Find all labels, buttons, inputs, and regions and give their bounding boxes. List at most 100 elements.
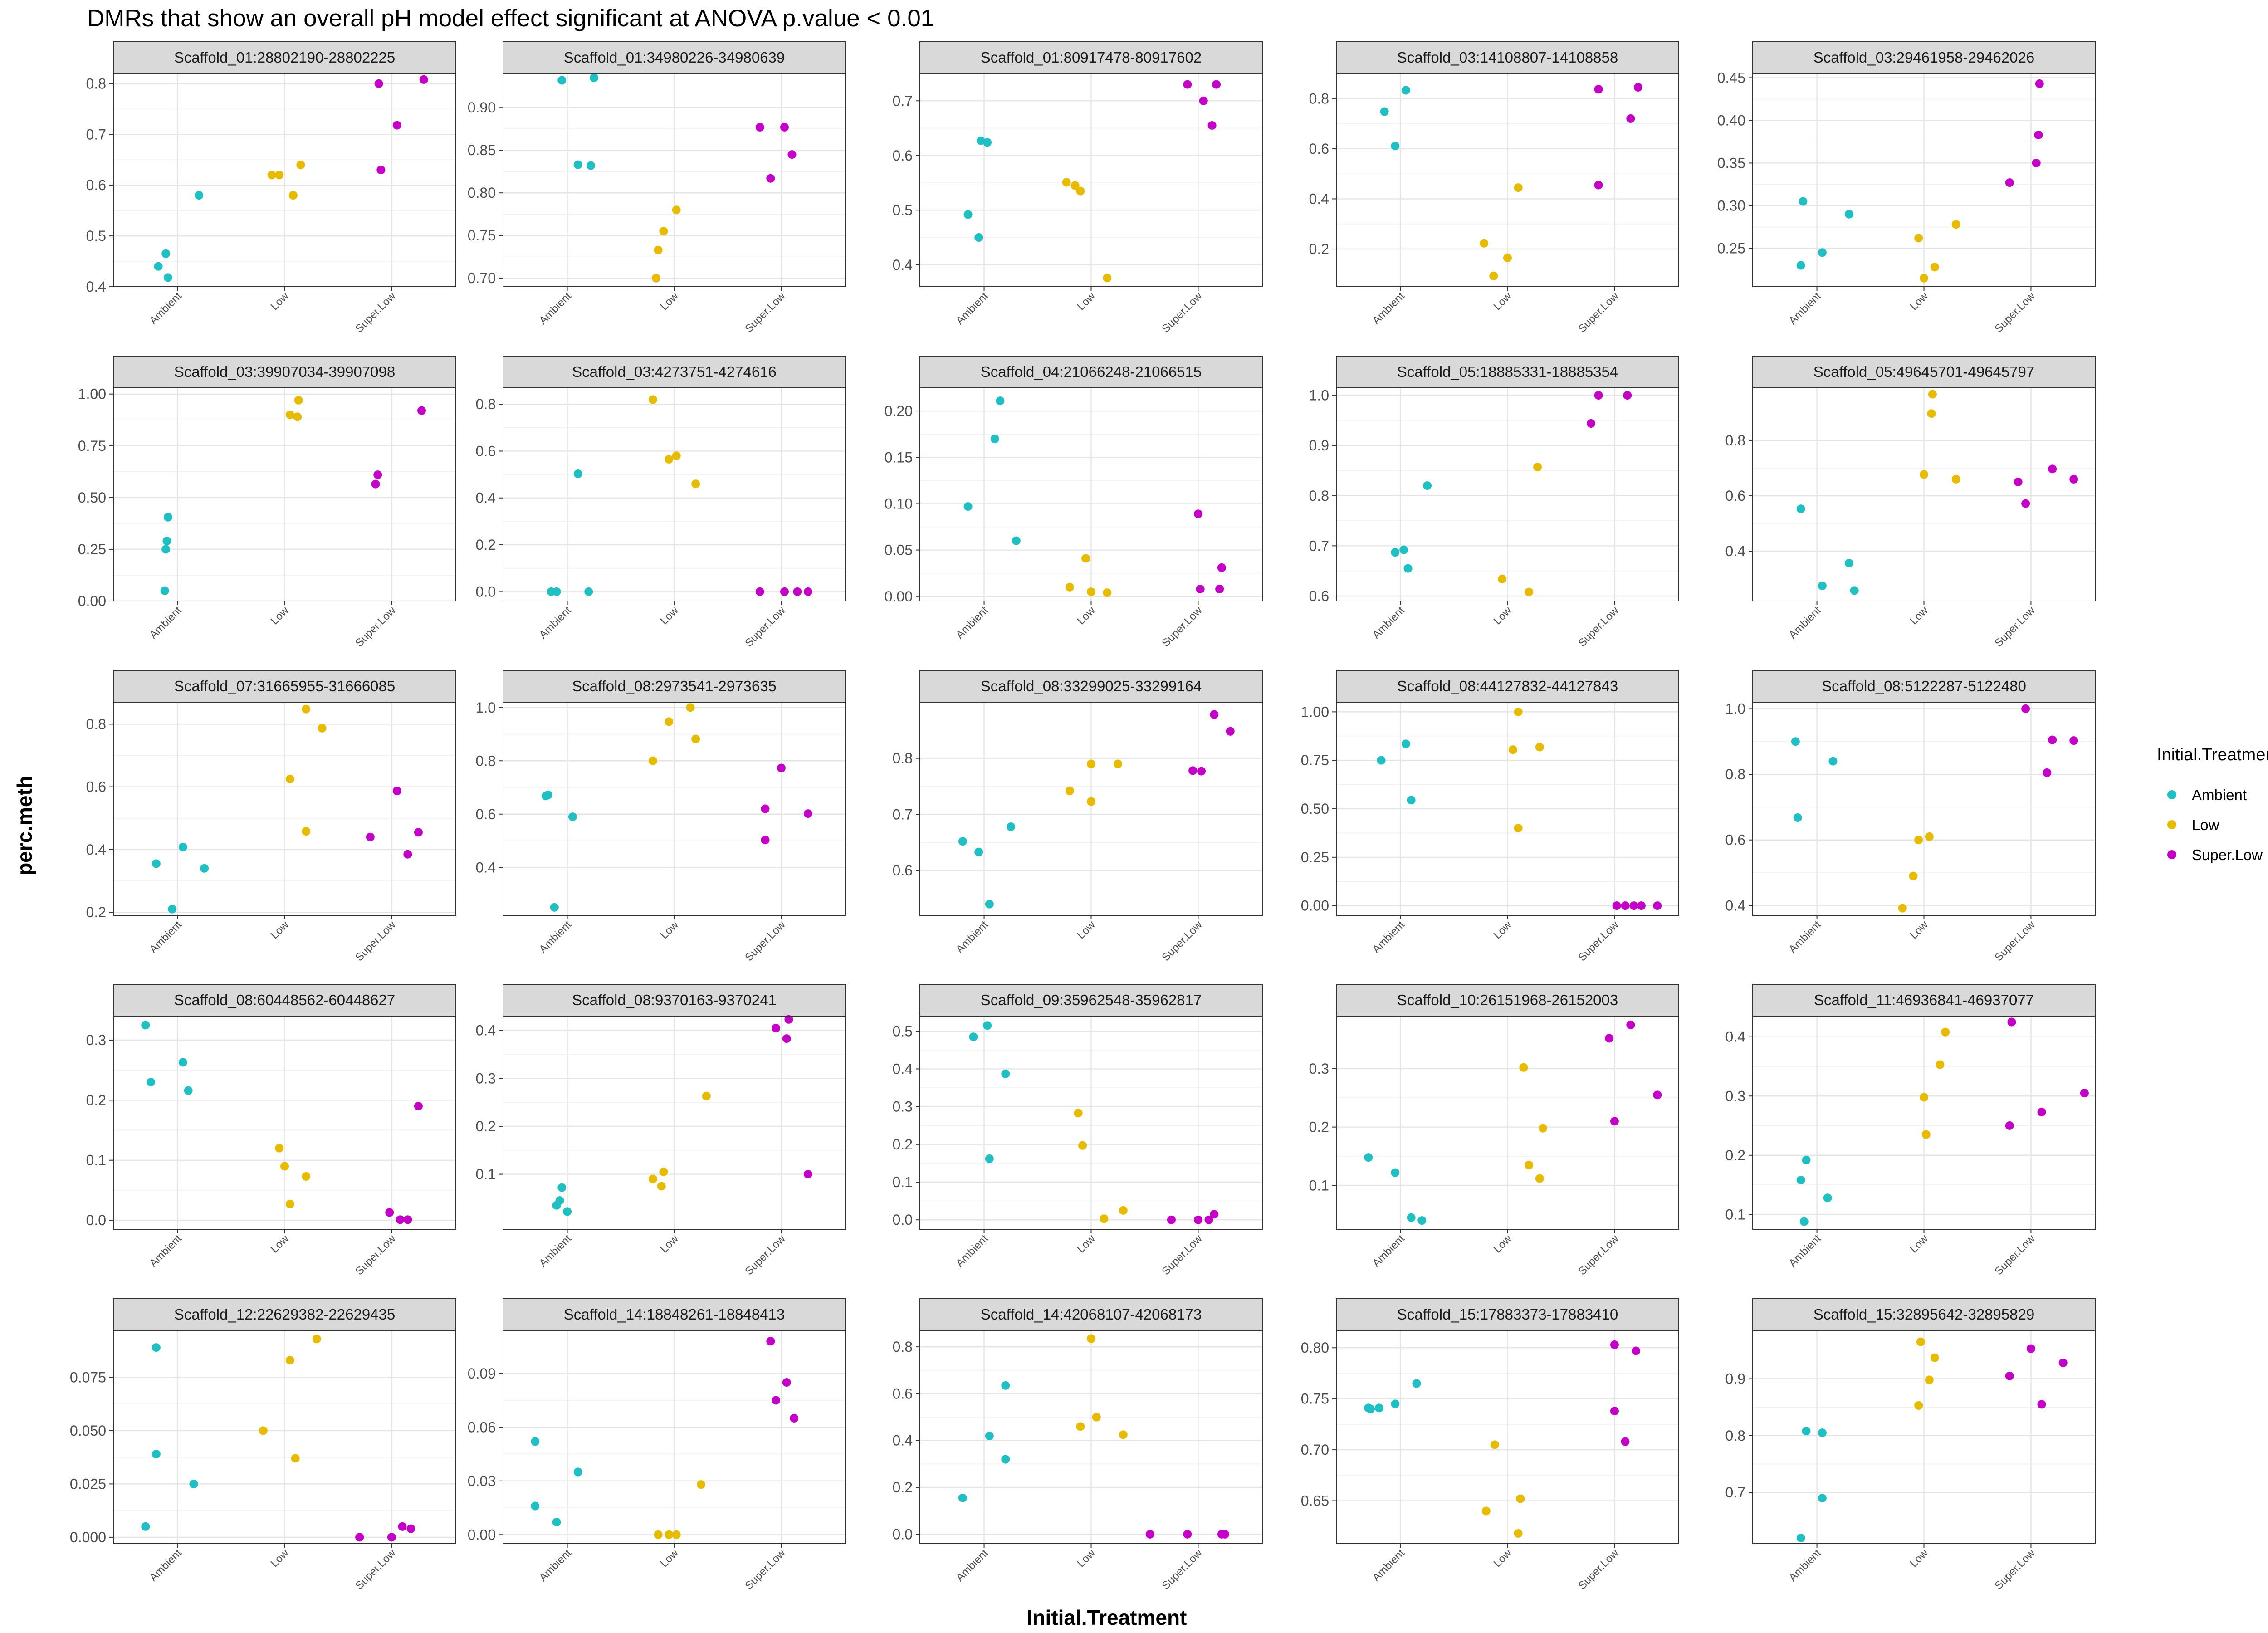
facet-strip-label: Scaffold_08:5122287-5122480 xyxy=(1822,678,2026,694)
data-point-super-low xyxy=(761,836,770,845)
data-point-ambient xyxy=(200,864,209,873)
panel-border xyxy=(1752,1016,2096,1230)
y-tick-label: 0.50 xyxy=(78,489,106,506)
y-tick-label: 1.00 xyxy=(78,386,106,402)
facet-strip-label: Scaffold_08:60448562-60448627 xyxy=(174,992,396,1008)
y-tick-label: 0.6 xyxy=(1725,832,1745,848)
data-point-ambient xyxy=(1391,1168,1400,1177)
x-tick-label: Ambient xyxy=(147,1547,184,1584)
y-tick-label: 0.025 xyxy=(70,1476,106,1492)
data-point-ambient xyxy=(974,233,983,242)
data-point-low xyxy=(1119,1430,1128,1439)
y-axis-label: perc.meth xyxy=(13,776,36,875)
data-point-low xyxy=(665,717,674,726)
data-point-super-low xyxy=(761,804,770,813)
x-tick-label: Low xyxy=(1491,290,1515,313)
data-point-ambient xyxy=(1818,1494,1827,1503)
x-tick-label: Ambient xyxy=(1786,604,1823,641)
y-tick-label: 0.2 xyxy=(1725,1147,1745,1164)
data-point-ambient xyxy=(1791,737,1800,746)
x-tick-label: Low xyxy=(1491,919,1515,942)
x-tick-label: Low xyxy=(1908,1232,1931,1256)
data-point-low xyxy=(1514,824,1523,833)
data-point-super-low xyxy=(1183,1530,1192,1539)
y-tick-label: 0.25 xyxy=(78,541,106,557)
data-point-super-low xyxy=(803,809,812,818)
facet-strip xyxy=(1336,984,1679,1017)
y-tick-label: 0.8 xyxy=(86,75,106,92)
data-point-super-low xyxy=(1629,901,1638,910)
y-tick-label: 0.8 xyxy=(1725,432,1745,449)
data-point-super-low xyxy=(755,122,764,132)
data-point-super-low xyxy=(2035,79,2044,88)
data-point-low xyxy=(702,1091,711,1100)
facet-panel: Scaffold_15:32895642-32895829 0.7 0.8 0.9 Am… xyxy=(1725,1298,2096,1592)
facet-strip xyxy=(919,984,1263,1017)
y-tick-label: 0.4 xyxy=(86,841,106,858)
data-point-super-low xyxy=(2034,130,2043,139)
data-point-super-low xyxy=(2043,768,2052,777)
data-point-low xyxy=(672,451,681,460)
facet-panel: Scaffold_11:46936841-46937077 0.1 0.2 0.3 0.… xyxy=(1725,984,2096,1277)
y-tick-label: 0.8 xyxy=(1309,90,1329,107)
facet-strip-label: Scaffold_11:46936841-46937077 xyxy=(1814,992,2034,1008)
y-tick-label: 0.050 xyxy=(70,1423,106,1439)
data-point-low xyxy=(1941,1027,1950,1037)
data-point-super-low xyxy=(1637,901,1646,910)
data-point-ambient xyxy=(1399,545,1408,554)
data-point-low xyxy=(1065,786,1074,795)
facet-strip xyxy=(1752,356,2096,388)
facet-panel: Scaffold_12:22629382-22629435 0.000 0.025 0… xyxy=(70,1298,456,1592)
data-point-super-low xyxy=(777,763,786,772)
data-point-low xyxy=(1909,871,1918,880)
data-point-ambient xyxy=(1407,1213,1416,1222)
panel-border xyxy=(919,1330,1263,1544)
data-point-low xyxy=(1930,263,1939,272)
data-point-low xyxy=(293,412,302,421)
data-point-ambient xyxy=(983,138,992,147)
data-point-low xyxy=(1525,587,1534,596)
data-point-ambient xyxy=(141,1522,150,1531)
x-tick-label: Low xyxy=(1075,604,1098,627)
data-point-super-low xyxy=(371,479,380,489)
data-point-super-low xyxy=(2058,1358,2068,1367)
y-tick-label: 0.45 xyxy=(1717,69,1745,86)
data-point-low xyxy=(691,734,700,743)
x-tick-label: Low xyxy=(269,604,292,627)
y-tick-label: 0.25 xyxy=(1717,240,1745,256)
facet-panel: Scaffold_08:33299025-33299164 0.6 0.7 0.8 Am… xyxy=(893,670,1263,964)
legend-key-super-low xyxy=(2167,850,2176,859)
panel-border xyxy=(503,387,846,601)
data-point-ambient xyxy=(160,586,169,595)
x-tick-label: Super.Low xyxy=(1992,1547,2038,1592)
data-point-super-low xyxy=(755,587,764,596)
x-tick-label: Ambient xyxy=(537,1232,574,1270)
panel-border xyxy=(919,387,1263,601)
panel-border xyxy=(503,702,846,916)
y-tick-label: 0.2 xyxy=(893,1479,913,1496)
x-tick-label: Super.Low xyxy=(1159,919,1205,964)
data-point-ambient xyxy=(573,469,582,479)
data-point-low xyxy=(1525,1160,1534,1169)
data-point-ambient xyxy=(555,1196,564,1205)
data-point-ambient xyxy=(1850,586,1859,595)
data-point-low xyxy=(318,724,327,733)
data-point-ambient xyxy=(152,859,161,868)
data-point-low xyxy=(1508,745,1517,754)
x-tick-label: Ambient xyxy=(953,1547,991,1584)
data-point-super-low xyxy=(1196,584,1205,593)
data-point-low xyxy=(1516,1494,1525,1503)
x-tick-label: Low xyxy=(658,290,681,313)
data-point-low xyxy=(1914,234,1923,243)
data-point-low xyxy=(696,1480,705,1489)
x-tick-label: Super.Low xyxy=(743,1232,788,1278)
data-point-super-low xyxy=(780,122,789,132)
data-point-super-low xyxy=(1621,1437,1630,1446)
data-point-super-low xyxy=(2014,478,2023,487)
data-point-low xyxy=(1514,707,1523,716)
data-point-super-low xyxy=(1145,1530,1154,1539)
y-tick-label: 0.4 xyxy=(893,257,913,273)
x-tick-label: Ambient xyxy=(1786,1232,1823,1270)
data-point-ambient xyxy=(1796,504,1805,513)
y-tick-label: 0.8 xyxy=(86,716,106,732)
